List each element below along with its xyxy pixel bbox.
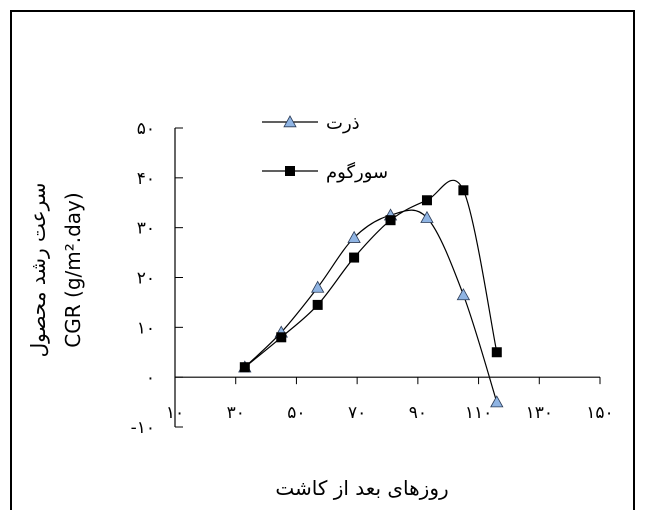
series-2 <box>239 179 502 373</box>
x-tick-label: ۱۱۰ <box>465 403 492 423</box>
x-tick-label: ۵۰ <box>287 403 305 423</box>
legend-item-2: سورگوم <box>262 161 388 183</box>
y-tick-label: ۲۰ <box>137 269 155 289</box>
y-tick-label: ۵۰ <box>137 119 155 139</box>
data-point <box>421 195 432 206</box>
series-layer <box>238 179 504 408</box>
data-point <box>349 252 360 263</box>
x-tick-label: ۱۵۰ <box>586 403 613 423</box>
axes: -۱۰ ۰ ۱۰ ۲۰ ۳۰ ۴۰ ۵۰ ۱۰ ۳۰ ۵۰ ۷۰ ۹۰ ۱۱۰ ۱۳۰ ۱۵۰ <box>131 119 614 438</box>
data-point <box>276 332 287 343</box>
data-point <box>385 215 396 226</box>
data-point <box>491 347 502 358</box>
x-tick-label: ۷۰ <box>348 403 366 423</box>
legend-marker <box>283 115 297 128</box>
chart-frame <box>10 10 635 510</box>
legend-label: ذرت <box>326 113 360 134</box>
data-point <box>490 395 504 408</box>
data-point <box>456 288 471 301</box>
data-point <box>312 299 323 310</box>
legend: ذرت سورگوم <box>262 113 388 183</box>
y-tick-label: ۴۰ <box>137 169 155 189</box>
legend-marker <box>285 166 295 176</box>
y-axis-title-english: CGR (g/m².day) <box>61 192 85 347</box>
y-axis-title-persian: سرعت رشد محصول <box>26 183 50 358</box>
data-point <box>239 362 250 373</box>
data-point <box>420 210 434 223</box>
data-point <box>347 230 361 243</box>
legend-label: سورگوم <box>326 161 388 183</box>
y-tick-label: ۰ <box>146 368 155 388</box>
data-point <box>458 185 469 196</box>
x-tick-label: ۳۰ <box>227 403 245 423</box>
x-tick-label: ۹۰ <box>409 403 427 423</box>
y-tick-label: ۳۰ <box>137 219 155 239</box>
y-tick-label: -۱۰ <box>131 418 155 438</box>
y-tick-label: ۱۰ <box>137 318 155 338</box>
x-tick-label: ۱۰ <box>166 403 184 423</box>
data-point <box>310 280 325 293</box>
legend-item-1: ذرت <box>262 113 360 134</box>
x-axis-title: روزهای بعد از کاشت <box>275 476 448 500</box>
x-tick-label: ۱۳۰ <box>526 403 553 423</box>
